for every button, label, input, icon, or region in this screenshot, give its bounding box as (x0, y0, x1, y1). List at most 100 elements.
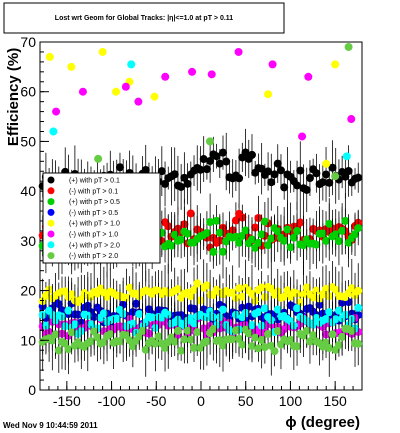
data-point (354, 339, 363, 348)
data-point (209, 247, 218, 256)
data-point (244, 329, 253, 338)
data-point (138, 326, 147, 335)
data-point (299, 290, 308, 299)
data-point (267, 284, 276, 293)
data-point (354, 303, 363, 312)
data-point (302, 326, 311, 335)
data-point (196, 165, 205, 174)
data-point (325, 219, 334, 228)
data-point (325, 343, 334, 352)
data-point (180, 335, 189, 344)
data-point (51, 330, 60, 339)
data-point (215, 159, 224, 168)
x-tick-label: 50 (238, 393, 254, 409)
data-point (328, 163, 337, 172)
data-point (293, 304, 302, 313)
data-point (276, 166, 285, 175)
legend-marker (47, 230, 55, 238)
data-point (299, 241, 308, 250)
data-point (251, 333, 260, 342)
data-point (234, 47, 243, 56)
data-point (344, 42, 353, 51)
data-point (331, 230, 340, 239)
legend-marker (47, 241, 55, 249)
data-point (273, 227, 282, 236)
data-point (231, 216, 240, 225)
y-tick-label: 40 (20, 183, 36, 199)
data-point (283, 225, 292, 234)
data-point (141, 166, 150, 175)
data-point (254, 238, 263, 247)
y-axis-title: Efficiency (%) (5, 48, 22, 146)
data-point (254, 308, 263, 317)
data-point (302, 283, 311, 292)
data-point (112, 314, 121, 323)
data-point (188, 67, 197, 76)
y-tick-label: 10 (20, 332, 36, 348)
data-point (190, 343, 199, 352)
data-point (354, 173, 363, 182)
data-point (141, 345, 150, 354)
legend-marker (47, 219, 55, 227)
legend-marker (47, 198, 55, 206)
data-point (273, 159, 282, 168)
data-point (64, 306, 73, 315)
data-point (112, 87, 121, 96)
data-point (318, 229, 327, 238)
data-point (209, 325, 218, 334)
data-point (260, 304, 269, 313)
data-point (235, 238, 244, 247)
data-point (127, 60, 136, 69)
data-point (206, 218, 215, 227)
legend-label: (+) with pT > 0.5 (69, 199, 120, 206)
data-point (164, 310, 173, 319)
data-point (322, 236, 331, 245)
data-point (280, 183, 289, 192)
data-point (293, 181, 302, 190)
x-tick-label: 150 (323, 393, 347, 409)
data-point (170, 230, 179, 239)
data-point (254, 344, 263, 353)
y-tick-label: 50 (20, 133, 36, 149)
data-point (247, 342, 256, 351)
legend-entry: (+) with pT > 0.1 (47, 176, 120, 185)
data-point (325, 178, 334, 187)
data-point (267, 178, 276, 187)
data-point (293, 342, 302, 351)
data-point (173, 326, 182, 335)
chart-title: Lost wrt Geom for Global Tracks: |η|<=1.… (55, 15, 233, 22)
data-point (322, 284, 331, 293)
data-point (122, 293, 131, 302)
data-point (170, 337, 179, 346)
legend-label: (+) with pT > 2.0 (69, 242, 120, 249)
data-point (309, 293, 318, 302)
data-point (212, 216, 221, 225)
data-point (309, 331, 318, 340)
x-tick-label: -50 (146, 393, 166, 409)
legend-marker (47, 208, 55, 216)
data-point (331, 172, 340, 181)
data-point (347, 115, 356, 124)
data-point (354, 286, 363, 295)
series-7 (38, 301, 363, 377)
data-point (199, 155, 208, 164)
data-point (106, 330, 115, 339)
data-point (154, 332, 163, 341)
legend-box (42, 172, 161, 264)
data-point (322, 170, 331, 179)
data-point (312, 286, 321, 295)
data-point (67, 290, 76, 299)
data-point (260, 343, 269, 352)
data-point (161, 72, 170, 81)
data-point (219, 305, 228, 314)
data-point (338, 332, 347, 341)
data-point (283, 286, 292, 295)
data-point (251, 223, 260, 232)
data-point (90, 327, 99, 336)
data-point (238, 292, 247, 301)
data-point (351, 230, 360, 239)
x-tick-label: 100 (279, 393, 303, 409)
data-point (193, 279, 202, 288)
data-point (125, 336, 134, 345)
data-point (70, 320, 79, 329)
